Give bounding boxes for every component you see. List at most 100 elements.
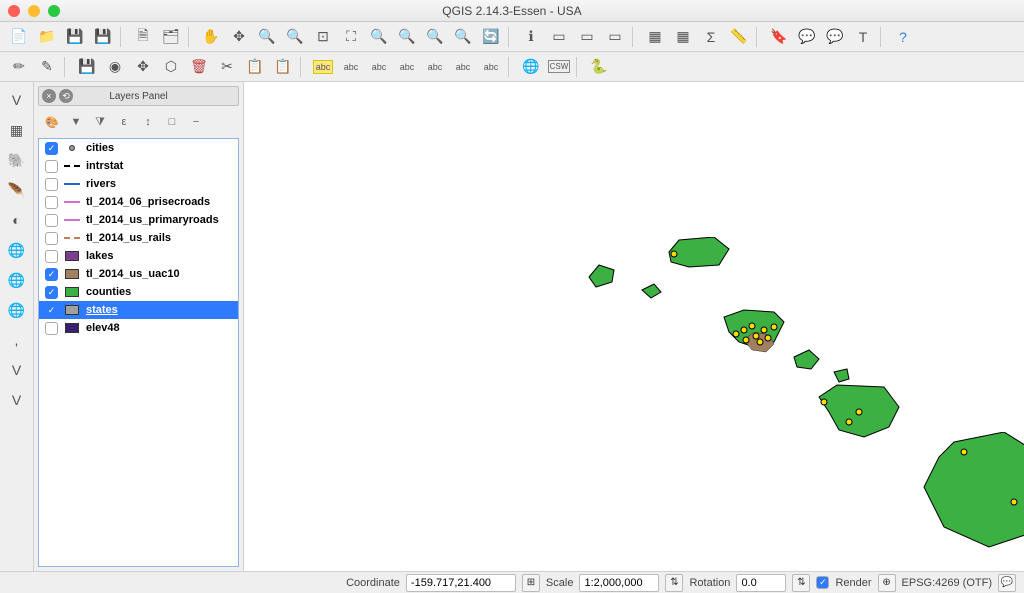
python-console-button[interactable]: 🐍: [586, 54, 612, 80]
rotation-stepper[interactable]: ⇅: [792, 574, 810, 592]
layer-row-states[interactable]: ✓states: [39, 301, 238, 319]
annotation-button[interactable]: 💬: [822, 24, 848, 50]
node-tool-button[interactable]: ⬡: [158, 54, 184, 80]
layer-row-elev48[interactable]: elev48: [39, 319, 238, 337]
select-button[interactable]: ▭: [546, 24, 572, 50]
composer-manager-button[interactable]: 🗂: [158, 24, 184, 50]
refresh-button[interactable]: 🔄: [478, 24, 504, 50]
expand-all-button[interactable]: ε: [114, 112, 134, 132]
coordinate-toggle-button[interactable]: ⊞: [522, 574, 540, 592]
add-wms-button[interactable]: 🌐: [3, 236, 31, 264]
label-tool-1[interactable]: abc: [338, 54, 364, 80]
deselect-button[interactable]: ▭: [602, 24, 628, 50]
add-wcs-button[interactable]: 🌐: [3, 266, 31, 294]
new-project-button[interactable]: 📄: [6, 24, 32, 50]
layers-panel-header[interactable]: × ⟲ Layers Panel: [38, 86, 239, 106]
stats-button[interactable]: Σ: [698, 24, 724, 50]
layer-row-counties[interactable]: ✓counties: [39, 283, 238, 301]
rotation-input[interactable]: [736, 574, 786, 592]
csw-button[interactable]: CSW: [546, 54, 572, 80]
layer-checkbox[interactable]: [45, 214, 58, 227]
pan-button[interactable]: ✋: [198, 24, 224, 50]
add-feature-button[interactable]: ◉: [102, 54, 128, 80]
style-preset-button[interactable]: 🎨: [42, 112, 62, 132]
layer-checkbox[interactable]: [45, 196, 58, 209]
add-postgis-button[interactable]: 🐘: [3, 146, 31, 174]
label-tool-2[interactable]: abc: [366, 54, 392, 80]
messages-button[interactable]: 💬: [998, 574, 1016, 592]
zoom-out-button[interactable]: 🔍: [282, 24, 308, 50]
layer-checkbox[interactable]: [45, 232, 58, 245]
move-feature-button[interactable]: ✥: [130, 54, 156, 80]
label-tool-4[interactable]: abc: [422, 54, 448, 80]
layer-row-tl_2014_us_uac10[interactable]: ✓tl_2014_us_uac10: [39, 265, 238, 283]
add-mssql-button[interactable]: ◐: [3, 206, 31, 234]
select-expr-button[interactable]: ▭: [574, 24, 600, 50]
layer-row-rivers[interactable]: rivers: [39, 175, 238, 193]
label-tool-5[interactable]: abc: [450, 54, 476, 80]
scale-input[interactable]: [579, 574, 659, 592]
identify-button[interactable]: ℹ: [518, 24, 544, 50]
new-shapefile-button[interactable]: V: [3, 356, 31, 384]
layer-checkbox[interactable]: ✓: [45, 304, 58, 317]
copy-button[interactable]: 📋: [242, 54, 268, 80]
zoom-selection-button[interactable]: 🔍: [366, 24, 392, 50]
edit-pencil-button[interactable]: ✎: [34, 54, 60, 80]
add-vector-button[interactable]: V: [3, 86, 31, 114]
label-abc-button[interactable]: abc: [310, 54, 336, 80]
paste-button[interactable]: 📋: [270, 54, 296, 80]
label-tool-3[interactable]: abc: [394, 54, 420, 80]
layer-checkbox[interactable]: ✓: [45, 286, 58, 299]
save-edits-button[interactable]: 💾: [74, 54, 100, 80]
zoom-in-button[interactable]: 🔍: [254, 24, 280, 50]
zoom-native-button[interactable]: ⊡: [310, 24, 336, 50]
layer-checkbox[interactable]: [45, 250, 58, 263]
layer-row-tl_2014_us_rails[interactable]: tl_2014_us_rails: [39, 229, 238, 247]
filter-icon-button[interactable]: ⧩: [90, 112, 110, 132]
scale-lock-button[interactable]: ⇅: [665, 574, 683, 592]
help-button[interactable]: ?: [890, 24, 916, 50]
cut-button[interactable]: ✂: [214, 54, 240, 80]
new-virtual-button[interactable]: V: [3, 386, 31, 414]
save-as-button[interactable]: 💾: [90, 24, 116, 50]
measure-button[interactable]: 📏: [726, 24, 752, 50]
zoom-full-button[interactable]: ⛶: [338, 24, 364, 50]
coordinate-input[interactable]: [406, 574, 516, 592]
zoom-next-button[interactable]: 🔍: [450, 24, 476, 50]
pan-selection-button[interactable]: ✥: [226, 24, 252, 50]
zoom-last-button[interactable]: 🔍: [422, 24, 448, 50]
open-project-button[interactable]: 📁: [34, 24, 60, 50]
map-canvas[interactable]: [244, 82, 1024, 571]
add-spatialite-button[interactable]: 🪶: [3, 176, 31, 204]
zoom-layer-button[interactable]: 🔍: [394, 24, 420, 50]
layer-tree[interactable]: ✓citiesintrstatriverstl_2014_06_prisecro…: [38, 138, 239, 567]
layer-row-intrstat[interactable]: intrstat: [39, 157, 238, 175]
layer-checkbox[interactable]: ✓: [45, 142, 58, 155]
layer-checkbox[interactable]: [45, 160, 58, 173]
layer-checkbox[interactable]: ✓: [45, 268, 58, 281]
metasearch-button[interactable]: 🌐: [518, 54, 544, 80]
attr-table-button[interactable]: ▦: [642, 24, 668, 50]
remove-layer-button[interactable]: □: [162, 112, 182, 132]
text-annotation-button[interactable]: T: [850, 24, 876, 50]
layer-row-tl_2014_06_prisecroads[interactable]: tl_2014_06_prisecroads: [39, 193, 238, 211]
layer-row-cities[interactable]: ✓cities: [39, 139, 238, 157]
layer-row-lakes[interactable]: lakes: [39, 247, 238, 265]
add-group-button[interactable]: −: [186, 112, 206, 132]
print-composer-button[interactable]: 🗎: [130, 24, 156, 50]
field-calc-button[interactable]: ▦: [670, 24, 696, 50]
filter-legend-button[interactable]: ▼: [66, 112, 86, 132]
add-wfs-button[interactable]: 🌐: [3, 296, 31, 324]
add-raster-button[interactable]: ▦: [3, 116, 31, 144]
save-project-button[interactable]: 💾: [62, 24, 88, 50]
collapse-all-button[interactable]: ↕: [138, 112, 158, 132]
layer-checkbox[interactable]: [45, 178, 58, 191]
layer-checkbox[interactable]: [45, 322, 58, 335]
edit-toggle-button[interactable]: ✏: [6, 54, 32, 80]
maptips-button[interactable]: 💬: [794, 24, 820, 50]
render-checkbox[interactable]: ✓: [816, 576, 829, 589]
bookmarks-button[interactable]: 🔖: [766, 24, 792, 50]
add-csv-button[interactable]: ,: [3, 326, 31, 354]
delete-button[interactable]: 🗑: [186, 54, 212, 80]
crs-button[interactable]: ⊕: [878, 574, 896, 592]
